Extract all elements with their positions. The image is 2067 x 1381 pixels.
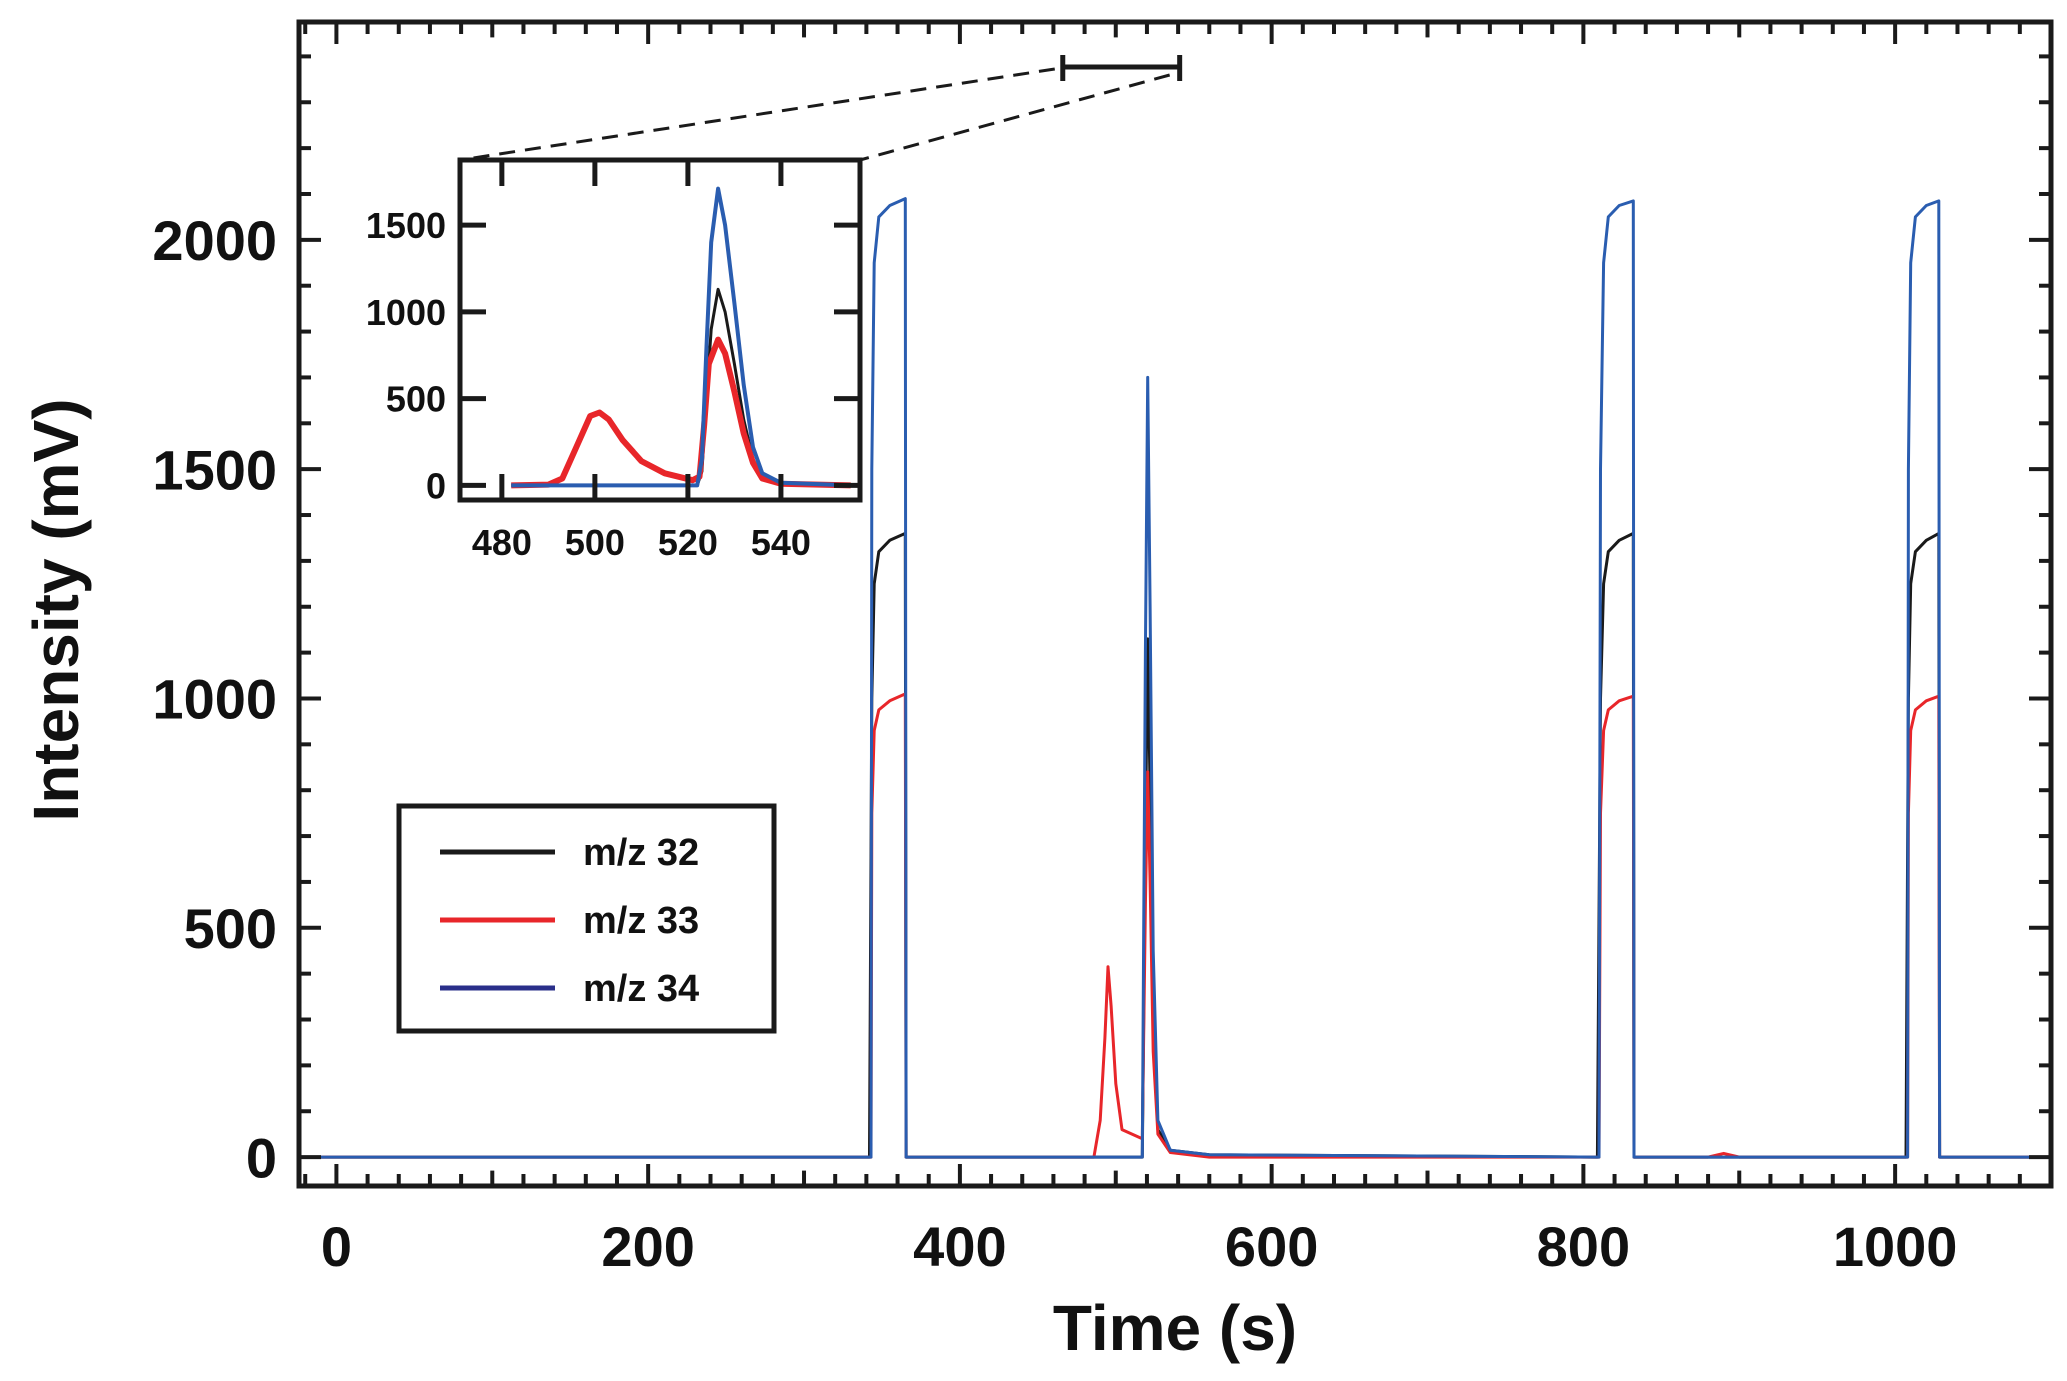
y-tick-label: 1500 bbox=[152, 438, 277, 501]
x-tick-label: 500 bbox=[565, 522, 625, 563]
x-tick-label: 400 bbox=[913, 1215, 1006, 1278]
legend-label-0: m/z 32 bbox=[583, 832, 699, 874]
x-tick-label: 1000 bbox=[1833, 1215, 1958, 1278]
legend-label-1: m/z 33 bbox=[583, 900, 699, 942]
inset-plot: 480 500 520 540 0 500 1000 1500 bbox=[366, 157, 863, 563]
plot-frame bbox=[457, 157, 863, 503]
x-tick-label: 520 bbox=[658, 522, 718, 563]
y-tick-label: 1500 bbox=[366, 205, 446, 246]
x-tick-label: 0 bbox=[321, 1215, 352, 1278]
y-tick-label: 500 bbox=[184, 897, 277, 960]
x-tick-label: 480 bbox=[472, 522, 532, 563]
x-tick-label: 540 bbox=[751, 522, 811, 563]
y-tick-label: 2000 bbox=[152, 209, 277, 272]
x-axis-title: Time (s) bbox=[1053, 1292, 1297, 1364]
series-line-2 bbox=[511, 186, 851, 488]
x-tick-label: 800 bbox=[1537, 1215, 1630, 1278]
y-tick-label: 1000 bbox=[152, 668, 277, 731]
y-tick-label: 0 bbox=[426, 465, 446, 506]
zoom-connector-left bbox=[459, 67, 1055, 162]
zoom-connector-right bbox=[859, 73, 1171, 162]
y-axis-title: Intensity (mV) bbox=[20, 398, 92, 821]
x-tick-label: 600 bbox=[1225, 1215, 1318, 1278]
x-tick-label: 200 bbox=[601, 1215, 694, 1278]
legend-label-2: m/z 34 bbox=[583, 968, 699, 1010]
y-tick-label: 500 bbox=[386, 379, 446, 420]
y-tick-label: 0 bbox=[246, 1126, 277, 1189]
series-line-1 bbox=[511, 336, 851, 489]
series-line-2 bbox=[299, 197, 2051, 1159]
legend: m/z 32 m/z 33 m/z 34 bbox=[396, 803, 777, 1034]
y-tick-label: 1000 bbox=[366, 292, 446, 333]
